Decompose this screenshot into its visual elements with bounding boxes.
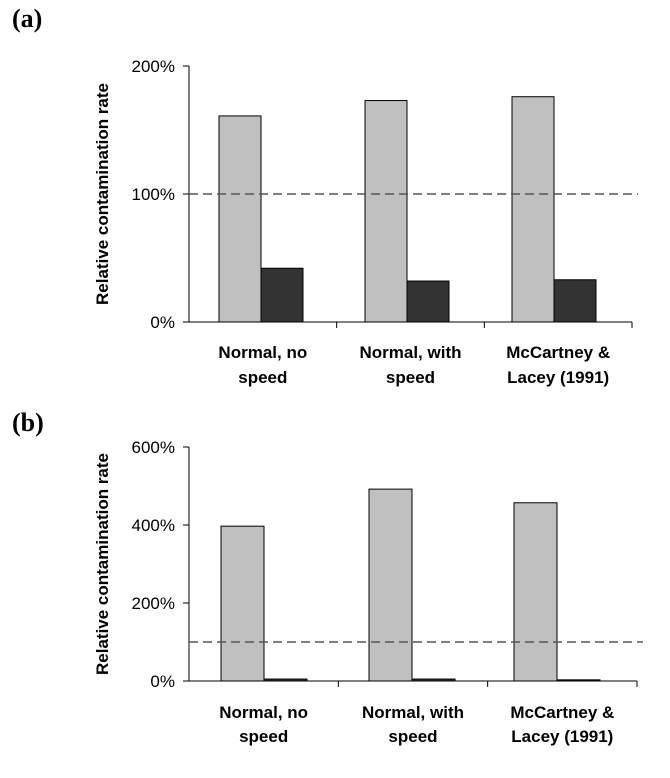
- category-label-b: speed: [388, 727, 437, 746]
- bar-a-s1-c0: [260, 267, 304, 323]
- panel-label-b: (b): [12, 408, 44, 437]
- category-label-a: speed: [386, 368, 435, 387]
- bar-b-s0-c1: [368, 488, 413, 682]
- category-label-b: McCartney &: [510, 703, 614, 722]
- bar-a-s0-c0: [218, 115, 262, 323]
- y-tick-label-a: 0%: [150, 313, 175, 332]
- category-label-a: Lacey (1991): [507, 368, 609, 387]
- bar-a-s0-c2: [511, 96, 555, 323]
- y-axis-label-b: Relative contamination rate: [93, 453, 112, 675]
- y-tick-label-a: 200%: [132, 57, 175, 76]
- y-tick-label-b: 400%: [132, 516, 175, 535]
- panel-label-a: (a): [12, 4, 43, 33]
- bar-a-s1-c1: [406, 280, 450, 323]
- y-tick-label-b: 0%: [150, 672, 175, 691]
- y-axis-label-a: Relative contamination rate: [93, 83, 112, 305]
- bar-b-s1-c1: [411, 678, 456, 682]
- y-tick-label-b: 200%: [132, 594, 175, 613]
- category-label-b: Normal, with: [362, 703, 464, 722]
- bar-a-s0-c1: [364, 100, 408, 323]
- bar-a-s1-c2: [553, 279, 597, 323]
- category-label-a: McCartney &: [506, 343, 610, 362]
- bar-b-s0-c2: [513, 502, 558, 682]
- category-label-a: speed: [238, 368, 287, 387]
- category-label-a: Normal, no: [218, 343, 307, 362]
- category-label-b: Normal, no: [219, 703, 308, 722]
- category-label-b: Lacey (1991): [511, 727, 613, 746]
- category-label-a: Normal, with: [359, 343, 461, 362]
- y-tick-label-b: 600%: [132, 438, 175, 457]
- y-tick-label-a: 100%: [132, 185, 175, 204]
- bar-b-s1-c2: [556, 679, 601, 682]
- bar-b-s0-c0: [220, 525, 265, 682]
- bar-b-s1-c0: [263, 678, 308, 682]
- category-label-b: speed: [239, 727, 288, 746]
